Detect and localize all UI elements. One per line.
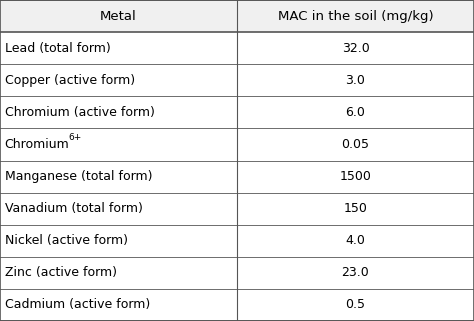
Text: Vanadium (total form): Vanadium (total form) (5, 202, 143, 215)
Text: Chromium: Chromium (5, 138, 70, 151)
Text: Manganese (total form): Manganese (total form) (5, 170, 152, 183)
Text: 3.0: 3.0 (346, 74, 365, 87)
Text: 4.0: 4.0 (346, 234, 365, 247)
Text: Metal: Metal (100, 10, 137, 22)
Text: Chromium (active form): Chromium (active form) (5, 106, 155, 119)
Text: 0.5: 0.5 (346, 299, 365, 311)
Bar (0, 0, 474, 32)
Text: Nickel (active form): Nickel (active form) (5, 234, 128, 247)
Text: Zinc (active form): Zinc (active form) (5, 266, 117, 279)
Text: 23.0: 23.0 (342, 266, 369, 279)
Text: 32.0: 32.0 (342, 42, 369, 55)
Text: MAC in the soil (mg/kg): MAC in the soil (mg/kg) (278, 10, 433, 22)
Text: 6.0: 6.0 (346, 106, 365, 119)
Text: 150: 150 (344, 202, 367, 215)
Text: Lead (total form): Lead (total form) (5, 42, 110, 55)
Text: 1500: 1500 (339, 170, 372, 183)
Text: 0.05: 0.05 (341, 138, 370, 151)
Text: Cadmium (active form): Cadmium (active form) (5, 299, 150, 311)
Text: 6+: 6+ (69, 133, 82, 142)
Text: Copper (active form): Copper (active form) (5, 74, 135, 87)
